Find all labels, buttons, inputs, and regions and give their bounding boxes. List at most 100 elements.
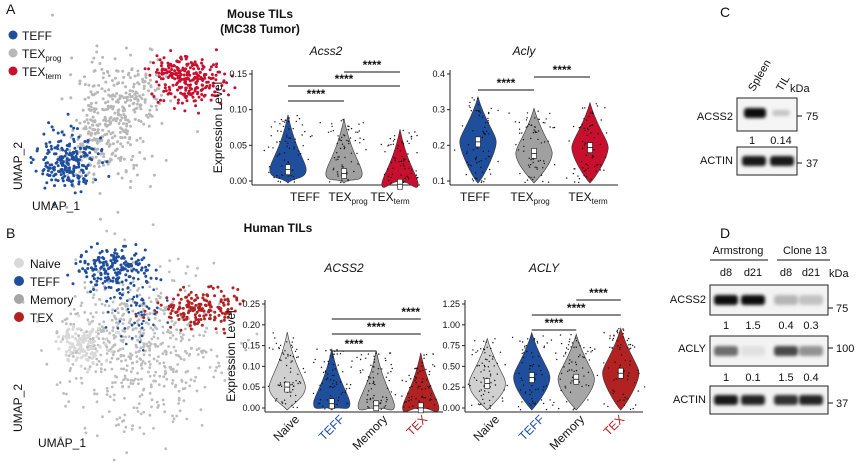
data-point (607, 367, 610, 369)
umap-point (52, 174, 56, 178)
umap-point (121, 314, 124, 317)
data-point (583, 127, 585, 130)
umap-point (78, 79, 82, 83)
data-point (613, 334, 615, 336)
umap-point (125, 124, 129, 128)
umap-point (71, 355, 75, 358)
umap-point (116, 210, 120, 214)
umap-point (117, 423, 120, 427)
data-point (570, 334, 572, 336)
data-point (341, 136, 343, 139)
data-point (612, 392, 614, 394)
data-point (482, 377, 485, 379)
umap-point (124, 358, 128, 362)
umap-point (187, 284, 191, 288)
umap-point (109, 286, 113, 290)
umap-point (142, 316, 146, 319)
data-point (279, 384, 282, 386)
umap-point (101, 76, 105, 80)
data-point (533, 176, 535, 178)
umap-point (172, 297, 175, 301)
umap-point (185, 315, 189, 319)
significance-stars: **** (545, 316, 564, 330)
data-point (488, 399, 491, 402)
umap-point (145, 342, 149, 346)
umap-point (68, 142, 72, 146)
umap-point (55, 330, 59, 333)
data-point (537, 130, 540, 132)
data-point (417, 372, 419, 374)
data-point (401, 379, 403, 382)
umap-point (172, 304, 176, 307)
umap-point (148, 347, 152, 350)
violin-points (304, 348, 353, 410)
data-point (524, 391, 527, 393)
umap-point (155, 287, 159, 291)
data-point (392, 167, 394, 169)
umap-point (112, 333, 116, 337)
umap-point (77, 334, 80, 338)
umap-point (93, 392, 96, 396)
umap-point (111, 300, 115, 304)
umap-point (131, 280, 135, 284)
umap-point (72, 137, 76, 141)
umap-point (136, 410, 140, 413)
umap-point (72, 164, 76, 168)
umap-point (149, 104, 153, 108)
umap-point (78, 260, 82, 264)
data-point (342, 119, 344, 121)
umap-point (113, 261, 117, 265)
data-point (288, 137, 290, 139)
umap-point (175, 353, 178, 357)
data-point (297, 356, 299, 358)
data-point (324, 408, 326, 410)
umap-point (207, 301, 211, 305)
umap-point (240, 341, 243, 345)
umap-point (123, 267, 127, 271)
umap-point (147, 360, 151, 363)
umap-point (106, 140, 110, 144)
data-point (525, 345, 527, 347)
umap-point (115, 82, 119, 86)
umap-point (181, 337, 184, 341)
umap-point (215, 354, 219, 358)
umap-point (202, 298, 206, 302)
chart-title: Acly (512, 44, 537, 58)
data-point (313, 361, 315, 364)
umap-point (115, 281, 118, 285)
umap-point (147, 124, 151, 128)
data-point (421, 388, 423, 390)
data-point (609, 337, 611, 340)
data-point (566, 401, 568, 403)
umap-point (56, 164, 60, 168)
umap-point (91, 296, 95, 299)
data-point (341, 143, 344, 145)
umap-point (171, 306, 175, 310)
umap-point (135, 406, 139, 410)
umap-point (90, 60, 94, 64)
umap-point (147, 340, 151, 344)
data-point (355, 131, 357, 133)
significance-stars: **** (307, 87, 326, 101)
quant-value: 1 (723, 320, 729, 332)
data-point (373, 355, 375, 357)
umap-point (84, 250, 88, 254)
umap-point (162, 99, 166, 103)
data-point (521, 132, 523, 134)
data-point (587, 164, 589, 167)
data-point (276, 141, 278, 143)
data-point (346, 402, 348, 405)
umap-point (90, 92, 94, 96)
umap-point (145, 305, 149, 309)
data-point (331, 125, 333, 128)
umap-point (56, 158, 60, 161)
umap-point (72, 322, 76, 326)
data-point (552, 404, 554, 406)
umap-point (127, 310, 131, 314)
umap-point (107, 74, 111, 78)
umap-point (94, 303, 97, 306)
data-point (386, 387, 389, 389)
umap-point (149, 276, 153, 280)
data-point (311, 135, 313, 137)
umap-point (65, 205, 69, 209)
